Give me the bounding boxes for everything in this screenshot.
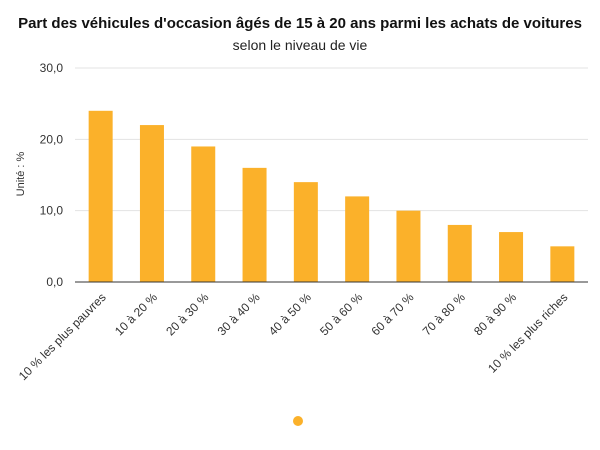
bar[interactable]	[139, 125, 164, 282]
bar[interactable]	[293, 182, 318, 282]
x-tick-label: 60 à 70 %	[368, 290, 416, 338]
x-tick-label: 30 à 40 %	[215, 290, 263, 338]
legend-marker	[293, 416, 303, 426]
x-axis-categories: 10 % les plus pauvres 10 à 20 % 20 à 30 % 3…	[16, 290, 571, 383]
chart-title: Part des véhicules d'occasion âgés de 15…	[18, 15, 582, 32]
x-tick-label: 20 à 30 %	[163, 290, 211, 338]
x-tick-label: 10 à 20 %	[112, 290, 160, 338]
bar[interactable]	[499, 232, 524, 282]
y-axis-ticks: 0,0 10,0 20,0 30,0	[40, 61, 64, 289]
x-tick-label: 70 à 80 %	[420, 290, 468, 338]
y-tick-label: 0,0	[46, 275, 63, 289]
y-tick-label: 30,0	[40, 61, 64, 75]
bar[interactable]	[396, 210, 421, 282]
bar[interactable]	[447, 224, 472, 282]
bar[interactable]	[191, 146, 216, 282]
x-tick-label: 50 à 60 %	[317, 290, 365, 338]
x-tick-label: 80 à 90 %	[471, 290, 519, 338]
x-tick-label: 10 % les plus pauvres	[16, 290, 109, 383]
x-tick-label: 40 à 50 %	[266, 290, 314, 338]
y-tick-label: 10,0	[40, 204, 64, 218]
bar[interactable]	[345, 196, 370, 282]
bar[interactable]	[550, 246, 575, 282]
bar[interactable]	[242, 167, 267, 282]
chart-subtitle: selon le niveau de vie	[233, 37, 368, 53]
bar[interactable]	[88, 110, 113, 282]
y-tick-label: 20,0	[40, 132, 64, 146]
bars	[88, 110, 575, 282]
y-axis-label: Unité : %	[15, 151, 27, 196]
